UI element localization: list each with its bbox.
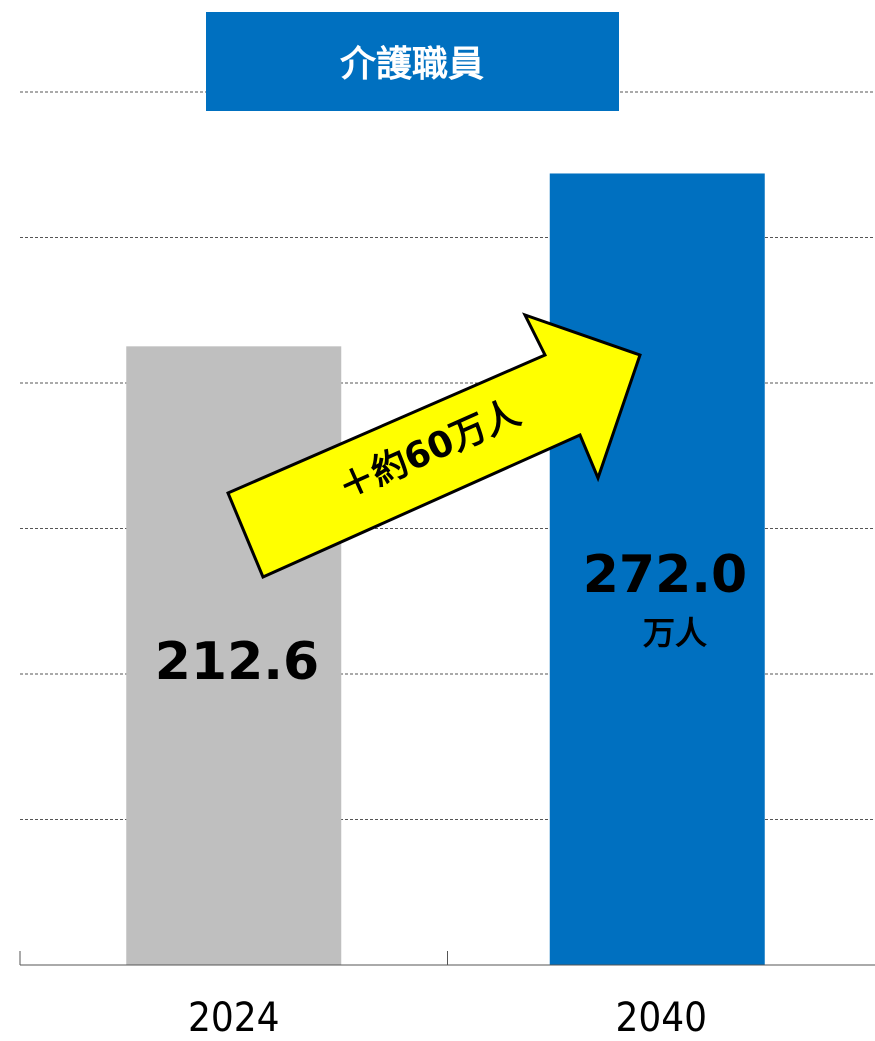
value-label: 272.0 xyxy=(583,545,747,605)
value-label: 212.6 xyxy=(155,632,319,692)
x-tick-label: 2040 xyxy=(615,995,707,1041)
title-box xyxy=(206,12,619,111)
bar xyxy=(549,173,765,966)
arrow xyxy=(226,312,642,579)
unit-label: 万人 xyxy=(643,614,707,652)
chart-title: 介護職員 xyxy=(340,44,484,85)
x-tick-label: 2024 xyxy=(188,995,280,1041)
bar xyxy=(126,346,342,966)
